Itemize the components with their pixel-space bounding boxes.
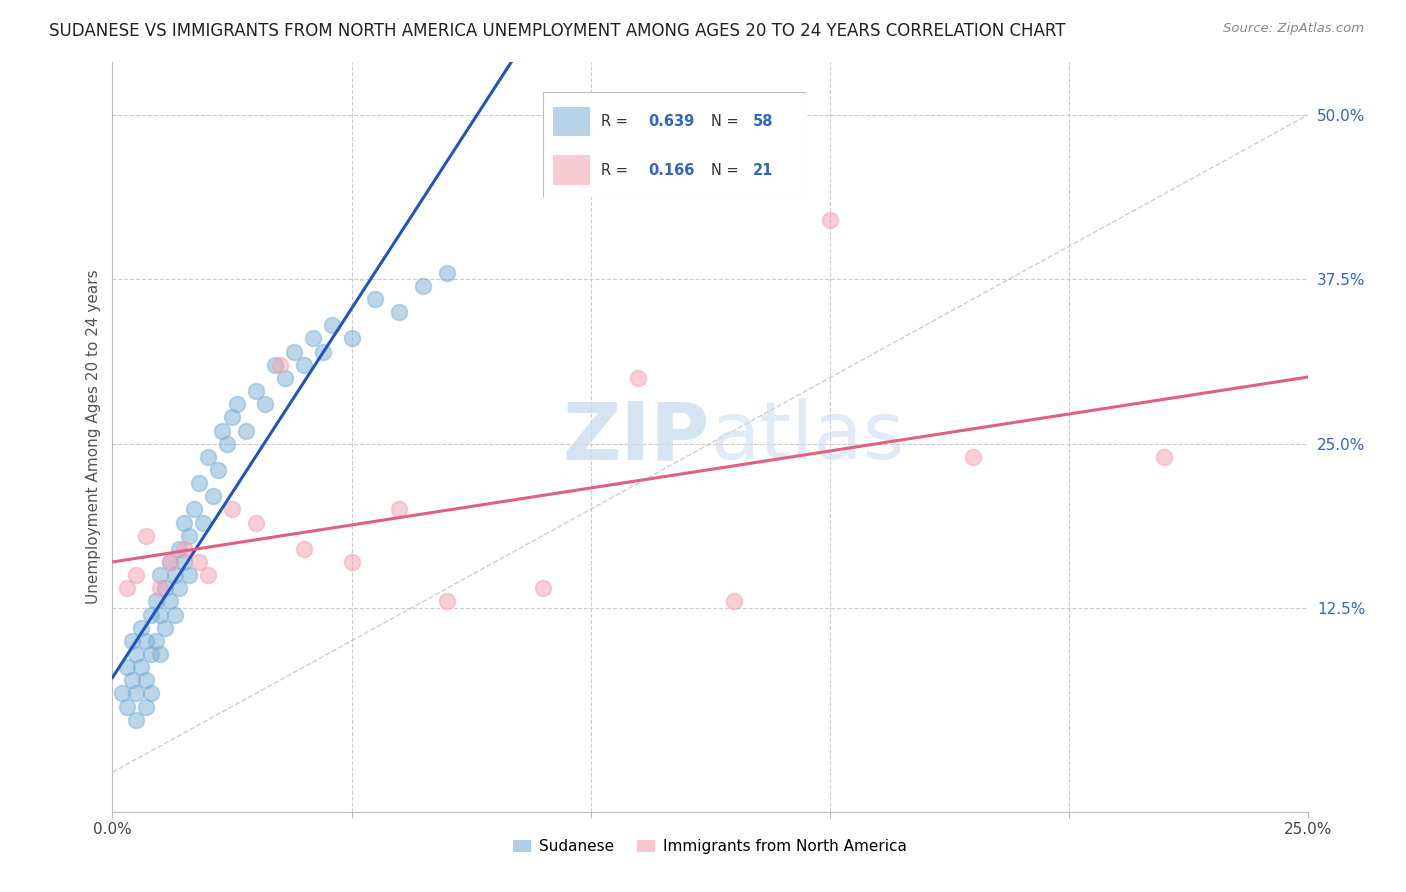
Point — [135, 633, 157, 648]
Point — [169, 581, 191, 595]
Point — [187, 555, 209, 569]
Point — [159, 555, 181, 569]
Point — [225, 397, 247, 411]
Point — [436, 594, 458, 608]
Point — [173, 516, 195, 530]
Point — [1153, 450, 1175, 464]
Point — [235, 424, 257, 438]
Point — [302, 331, 325, 345]
Point — [245, 516, 267, 530]
Point — [145, 633, 167, 648]
Point — [149, 581, 172, 595]
Point — [264, 358, 287, 372]
Point — [149, 607, 172, 622]
Point — [177, 568, 200, 582]
Point — [121, 673, 143, 688]
Point — [135, 529, 157, 543]
Point — [139, 607, 162, 622]
Point — [818, 213, 841, 227]
Point — [197, 450, 219, 464]
Point — [173, 555, 195, 569]
Point — [221, 502, 243, 516]
Point — [163, 568, 186, 582]
Text: Source: ZipAtlas.com: Source: ZipAtlas.com — [1223, 22, 1364, 36]
Point — [135, 673, 157, 688]
Point — [627, 371, 650, 385]
Point — [364, 292, 387, 306]
Point — [283, 344, 305, 359]
Point — [121, 633, 143, 648]
Point — [193, 516, 215, 530]
Point — [115, 699, 138, 714]
Point — [125, 568, 148, 582]
Y-axis label: Unemployment Among Ages 20 to 24 years: Unemployment Among Ages 20 to 24 years — [86, 269, 101, 605]
Point — [273, 371, 295, 385]
Point — [139, 647, 162, 661]
Point — [321, 318, 343, 333]
Point — [163, 607, 186, 622]
Point — [340, 555, 363, 569]
Point — [269, 358, 291, 372]
Point — [135, 699, 157, 714]
Point — [149, 568, 172, 582]
Point — [125, 686, 148, 700]
Text: SUDANESE VS IMMIGRANTS FROM NORTH AMERICA UNEMPLOYMENT AMONG AGES 20 TO 24 YEARS: SUDANESE VS IMMIGRANTS FROM NORTH AMERIC… — [49, 22, 1066, 40]
Point — [723, 594, 745, 608]
Legend: Sudanese, Immigrants from North America: Sudanese, Immigrants from North America — [508, 833, 912, 860]
Point — [149, 647, 172, 661]
Point — [125, 647, 148, 661]
Point — [388, 502, 411, 516]
Point — [125, 713, 148, 727]
Point — [129, 621, 152, 635]
Point — [153, 581, 176, 595]
Point — [207, 463, 229, 477]
Point — [153, 621, 176, 635]
Point — [531, 581, 554, 595]
Point — [169, 541, 191, 556]
Point — [292, 541, 315, 556]
Point — [139, 686, 162, 700]
Point — [312, 344, 335, 359]
Point — [340, 331, 363, 345]
Point — [197, 568, 219, 582]
Point — [115, 660, 138, 674]
Point — [183, 502, 205, 516]
Point — [111, 686, 134, 700]
Point — [145, 594, 167, 608]
Point — [159, 594, 181, 608]
Point — [962, 450, 984, 464]
Point — [201, 489, 224, 503]
Point — [115, 581, 138, 595]
Point — [187, 476, 209, 491]
Point — [245, 384, 267, 398]
Text: atlas: atlas — [710, 398, 904, 476]
Point — [173, 541, 195, 556]
Point — [388, 305, 411, 319]
Point — [254, 397, 277, 411]
Point — [129, 660, 152, 674]
Point — [292, 358, 315, 372]
Point — [211, 424, 233, 438]
Point — [217, 436, 239, 450]
Point — [221, 410, 243, 425]
Text: ZIP: ZIP — [562, 398, 710, 476]
Point — [159, 555, 181, 569]
Point — [412, 279, 434, 293]
Point — [436, 266, 458, 280]
Point — [177, 529, 200, 543]
